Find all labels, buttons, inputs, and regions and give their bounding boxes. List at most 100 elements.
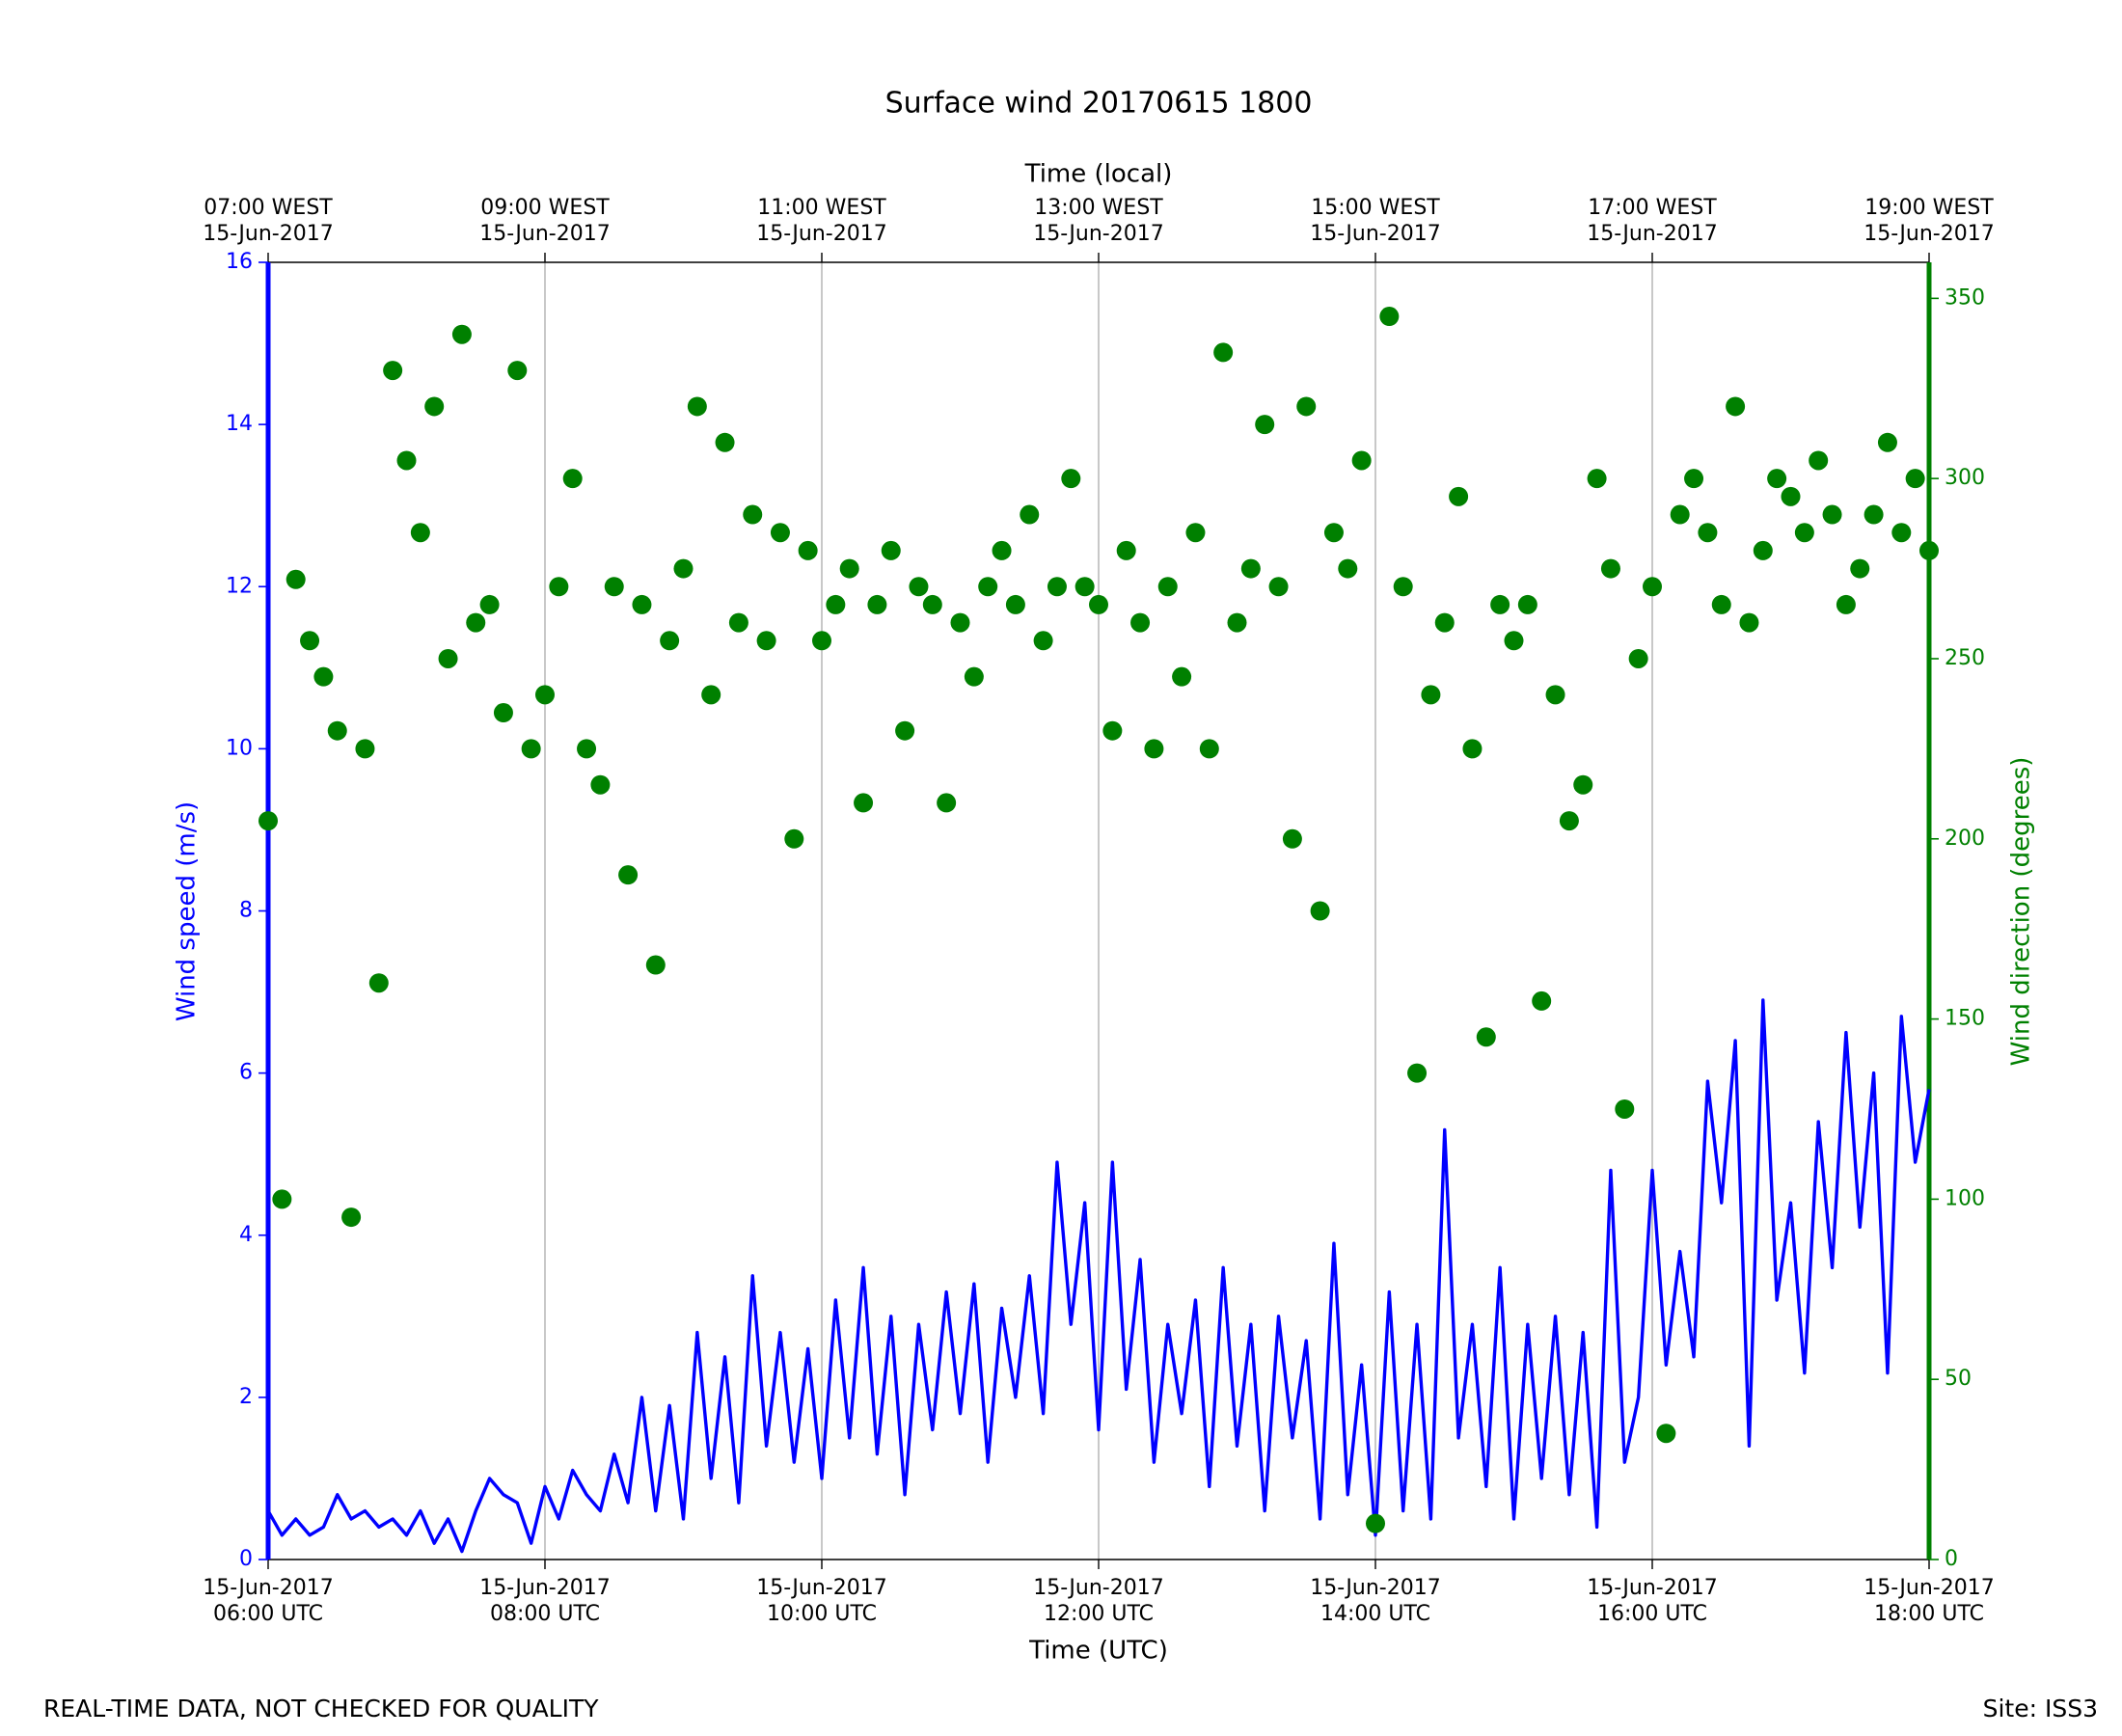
direction-point <box>1296 396 1317 417</box>
direction-point <box>1628 648 1648 668</box>
direction-point <box>577 739 597 759</box>
direction-point <box>1684 469 1704 489</box>
direction-point <box>438 648 458 668</box>
direction-point <box>798 540 818 560</box>
y2-tick-label: 0 <box>1945 1547 1958 1571</box>
direction-point <box>562 469 583 489</box>
x2-tick-label: 07:00 WEST 15-Jun-2017 <box>203 196 333 246</box>
direction-point <box>784 828 804 849</box>
direction-point <box>1268 577 1289 597</box>
direction-point <box>618 865 639 885</box>
direction-point <box>1532 990 1552 1011</box>
direction-point <box>286 569 306 589</box>
x2-tick-label: 15:00 WEST 15-Jun-2017 <box>1310 196 1440 246</box>
direction-point <box>964 666 984 687</box>
direction-point <box>1421 685 1441 705</box>
direction-point <box>1670 504 1690 525</box>
direction-point <box>272 1189 292 1209</box>
tick-label-line: 15-Jun-2017 <box>203 222 333 246</box>
direction-point <box>424 396 445 417</box>
direction-point <box>854 793 874 813</box>
y2-tick-label: 250 <box>1945 646 1985 670</box>
y2-tick-label: 100 <box>1945 1186 1985 1210</box>
direction-point <box>1809 450 1829 471</box>
direction-point <box>1366 1513 1385 1533</box>
direction-point <box>922 594 942 614</box>
direction-point <box>410 523 430 543</box>
direction-point <box>1338 558 1358 579</box>
direction-point <box>728 612 748 633</box>
direction-point <box>1102 720 1123 741</box>
direction-point <box>327 720 347 741</box>
direction-point <box>1323 523 1344 543</box>
direction-point <box>770 523 790 543</box>
y-tick-label: 12 <box>226 574 253 598</box>
x-tick-label: 15-Jun-2017 18:00 UTC <box>1864 1576 1994 1626</box>
direction-point <box>743 504 763 525</box>
tick-label-line: 15-Jun-2017 <box>479 1576 610 1600</box>
direction-point <box>632 594 652 614</box>
tick-label-line: 15-Jun-2017 <box>479 222 610 246</box>
direction-point <box>1144 739 1164 759</box>
direction-point <box>1282 828 1302 849</box>
direction-point <box>1490 594 1510 614</box>
direction-point <box>258 811 278 831</box>
footer-note: REAL-TIME DATA, NOT CHECKED FOR QUALITY <box>43 1695 599 1722</box>
x-tick-label: 15-Jun-2017 06:00 UTC <box>203 1576 333 1626</box>
tick-label-line: 15-Jun-2017 <box>1310 222 1440 246</box>
direction-point <box>660 631 680 651</box>
direction-point <box>368 973 389 993</box>
direction-point <box>1877 432 1897 452</box>
direction-point <box>867 594 887 614</box>
direction-point <box>1600 558 1620 579</box>
direction-point <box>493 703 513 723</box>
x2-tick-label: 09:00 WEST 15-Jun-2017 <box>479 196 610 246</box>
y-axis-label: Wind speed (m/s) <box>173 801 202 1021</box>
direction-point <box>1781 486 1801 506</box>
direction-point <box>1836 594 1856 614</box>
direction-point <box>396 450 417 471</box>
direction-point <box>812 631 831 651</box>
direction-point <box>1919 540 1939 560</box>
tick-label-line: 15-Jun-2017 <box>1864 1576 1994 1600</box>
tick-label-line: 06:00 UTC <box>213 1602 323 1626</box>
direction-point <box>535 685 555 705</box>
direction-point <box>451 324 472 344</box>
direction-point <box>1545 685 1565 705</box>
direction-point <box>1559 811 1579 831</box>
direction-point <box>1379 307 1400 327</box>
direction-point <box>1462 739 1483 759</box>
direction-point <box>1711 594 1731 614</box>
x-tick-label: 15-Jun-2017 08:00 UTC <box>479 1576 610 1626</box>
direction-point <box>1726 396 1746 417</box>
x-tick-label: 15-Jun-2017 16:00 UTC <box>1587 1576 1717 1626</box>
y2-tick-label: 50 <box>1945 1367 1972 1391</box>
direction-point <box>1227 612 1247 633</box>
tick-label-line: 15-Jun-2017 <box>1864 222 1994 246</box>
direction-point <box>1240 558 1261 579</box>
x-tick-label: 15-Jun-2017 12:00 UTC <box>1033 1576 1163 1626</box>
direction-point <box>1753 540 1773 560</box>
direction-point <box>466 612 486 633</box>
direction-point <box>590 774 611 795</box>
direction-point <box>1310 901 1330 921</box>
direction-point <box>1005 594 1025 614</box>
tick-label-line: 19:00 WEST <box>1864 196 1994 220</box>
direction-point <box>1449 486 1469 506</box>
direction-point <box>950 612 970 633</box>
direction-point <box>701 685 721 705</box>
direction-point <box>1573 774 1593 795</box>
direction-point <box>1587 469 1607 489</box>
direction-point <box>909 577 929 597</box>
direction-point <box>1643 577 1662 597</box>
direction-point <box>1020 504 1040 525</box>
speed-line <box>266 998 1931 1554</box>
y-tick-label: 0 <box>239 1547 253 1571</box>
direction-point <box>1517 594 1537 614</box>
x2-tick-label: 11:00 WEST 15-Jun-2017 <box>756 196 886 246</box>
tick-label-line: 15-Jun-2017 <box>203 1576 333 1600</box>
y2-tick-label: 200 <box>1945 827 1985 851</box>
direction-point <box>355 739 375 759</box>
direction-point <box>1393 577 1413 597</box>
